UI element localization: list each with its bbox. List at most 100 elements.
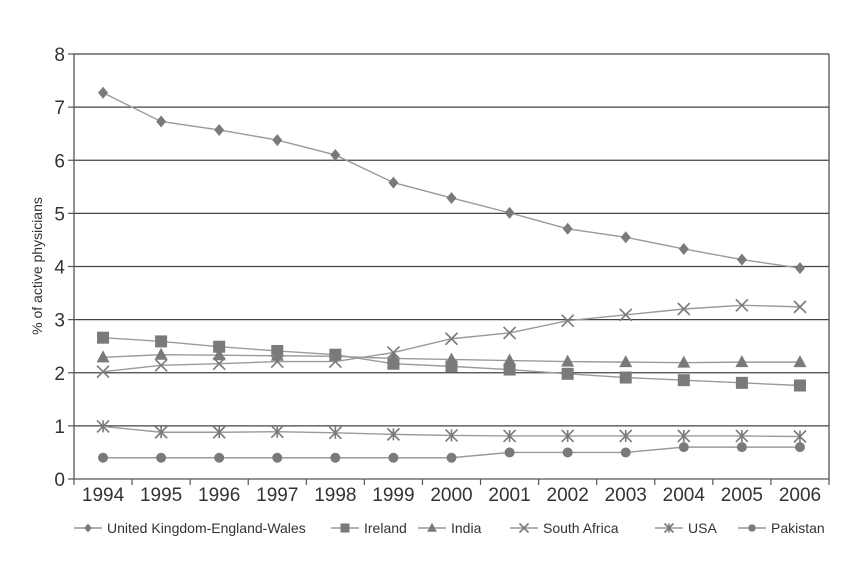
data-point — [561, 354, 575, 367]
data-point — [561, 429, 575, 443]
x-tick-label: 1999 — [372, 485, 414, 506]
data-point — [793, 379, 806, 392]
data-point — [503, 353, 517, 366]
data-point — [328, 426, 342, 440]
y-axis-label: % of active physicians — [29, 197, 45, 335]
data-point — [386, 351, 400, 364]
y-tick-label: 0 — [54, 470, 65, 491]
data-point — [212, 425, 226, 439]
data-point — [98, 86, 109, 99]
series-south-africa — [96, 298, 807, 379]
data-point — [270, 425, 284, 439]
data-point — [678, 442, 689, 453]
x-tick-label: 1997 — [256, 485, 298, 506]
data-point — [503, 326, 517, 340]
x-tick-label: 1996 — [198, 485, 240, 506]
data-point — [619, 371, 632, 384]
data-point — [213, 340, 226, 353]
y-tick-label: 6 — [54, 151, 65, 172]
series-ireland — [97, 331, 806, 392]
data-point — [503, 429, 517, 443]
data-point — [794, 442, 805, 453]
y-tick-label: 1 — [54, 417, 65, 438]
data-point — [735, 429, 749, 443]
data-point — [445, 352, 458, 365]
data-point — [677, 429, 691, 443]
x-axis-ticks: 1994 1995 1996 1997 1998 1999 2000 2001 2002 2003… — [73, 479, 830, 506]
data-point — [735, 376, 748, 389]
legend-marker — [663, 522, 675, 534]
data-point — [561, 367, 574, 380]
x-tick-label: 2006 — [779, 485, 821, 506]
data-point — [212, 348, 226, 361]
x-tick-label: 2005 — [721, 485, 763, 506]
data-point — [793, 300, 807, 314]
data-point — [156, 115, 167, 128]
data-point — [154, 358, 168, 372]
series-line — [102, 92, 801, 269]
legend: United Kingdom-England-Wales Ireland India… — [74, 520, 825, 536]
data-point — [444, 332, 459, 346]
data-point — [212, 357, 226, 371]
legend-label: South Africa — [543, 520, 619, 536]
data-point — [330, 148, 341, 161]
x-tick-label: 2003 — [605, 485, 647, 506]
data-point — [677, 374, 690, 387]
data-point — [388, 452, 399, 463]
data-point — [330, 452, 341, 463]
data-point — [97, 331, 110, 344]
data-point — [678, 242, 689, 255]
legend-item-united-kingdom-england-wales: United Kingdom-England-Wales — [74, 520, 306, 536]
data-point — [328, 355, 342, 369]
legend-marker — [84, 523, 92, 533]
data-point — [619, 429, 633, 443]
legend-label: United Kingdom-England-Wales — [107, 520, 306, 536]
data-point — [386, 345, 400, 360]
y-tick-label: 8 — [54, 45, 65, 66]
y-tick-label: 2 — [54, 364, 65, 385]
data-point — [96, 365, 110, 379]
x-tick-label: 2001 — [488, 485, 530, 506]
legend-item-pakistan: Pakistan — [738, 520, 825, 536]
data-point — [793, 429, 807, 444]
data-point — [388, 176, 399, 189]
data-point — [96, 350, 110, 363]
x-tick-label: 2000 — [430, 485, 472, 506]
legend-item-south-africa: South Africa — [510, 520, 619, 536]
legend-item-ireland: Ireland — [331, 520, 407, 536]
legend-item-usa: USA — [655, 520, 717, 536]
gridlines — [73, 53, 830, 480]
legend-label: Pakistan — [771, 520, 825, 536]
data-point — [214, 123, 225, 136]
x-tick-label: 2004 — [663, 485, 706, 506]
data-point — [96, 419, 110, 433]
legend-marker — [748, 524, 756, 532]
x-tick-label: 1995 — [140, 485, 182, 506]
data-point — [736, 442, 747, 453]
legend-label: Ireland — [364, 520, 407, 536]
data-point — [620, 447, 631, 458]
y-tick-label: 3 — [54, 311, 65, 332]
data-point — [156, 452, 167, 463]
y-tick-label: 4 — [54, 258, 65, 279]
data-point — [620, 231, 631, 244]
x-tick-label: 1998 — [314, 485, 356, 506]
legend-marker — [518, 522, 530, 534]
data-point — [561, 314, 575, 328]
y-tick-label: 5 — [54, 204, 65, 225]
data-point — [155, 335, 168, 348]
data-point — [444, 428, 459, 443]
data-point — [272, 452, 283, 463]
data-point — [272, 134, 283, 147]
legend-item-india: India — [418, 520, 482, 536]
data-point — [562, 447, 573, 458]
legend-label: India — [451, 520, 482, 536]
y-tick-label: 7 — [54, 98, 65, 119]
data-point — [562, 222, 573, 235]
data-point — [736, 253, 747, 266]
legend-marker — [340, 523, 350, 533]
data-point — [214, 452, 225, 463]
data-point — [98, 452, 109, 463]
data-point — [504, 447, 515, 458]
